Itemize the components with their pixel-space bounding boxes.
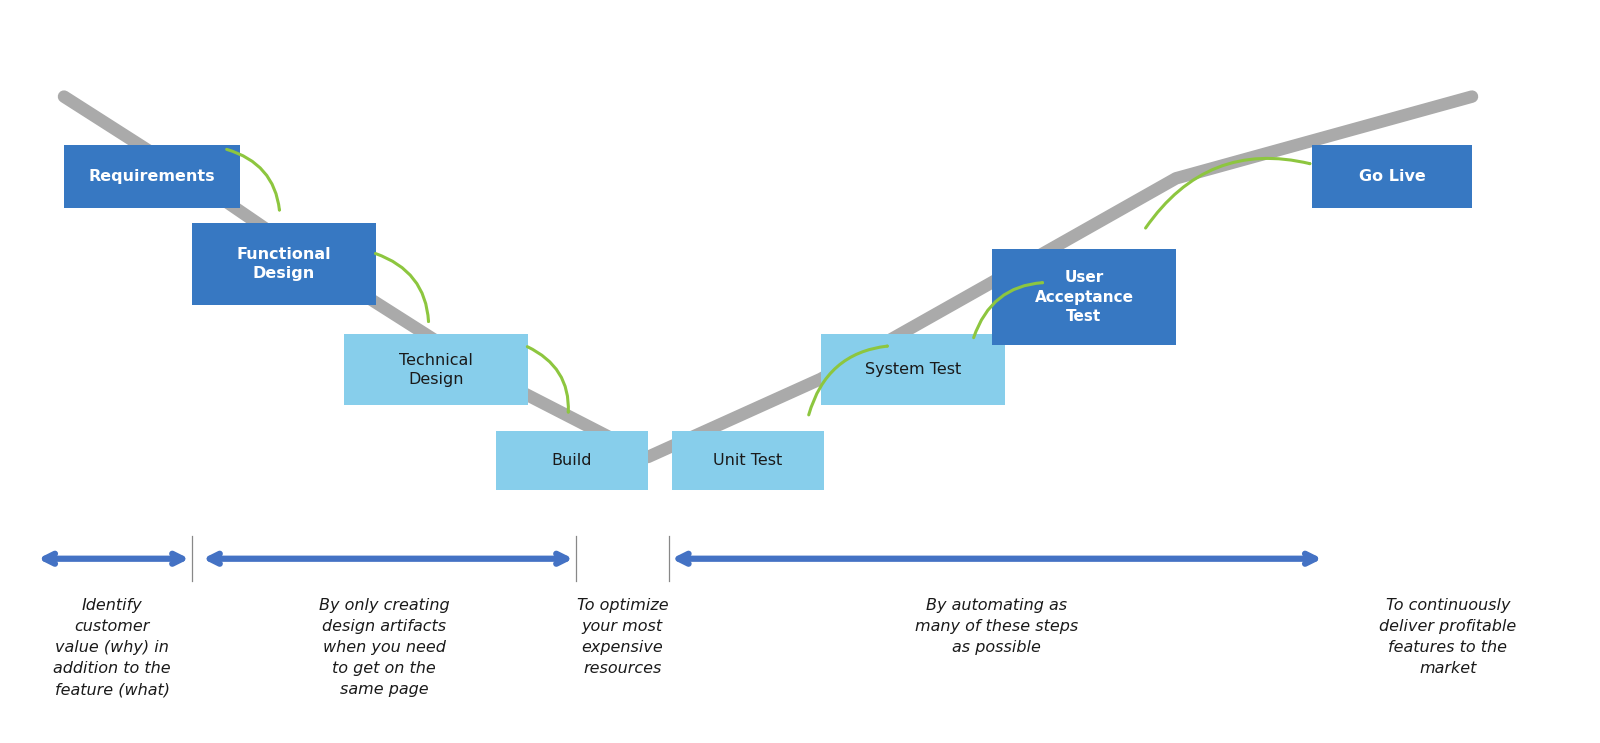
FancyArrowPatch shape — [1146, 158, 1310, 228]
FancyArrowPatch shape — [808, 346, 888, 415]
Text: Build: Build — [552, 453, 592, 468]
FancyArrowPatch shape — [528, 347, 568, 412]
Text: Requirements: Requirements — [88, 169, 216, 184]
Text: Unit Test: Unit Test — [714, 453, 782, 468]
Text: Identify
customer
value (why) in
addition to the
feature (what): Identify customer value (why) in additio… — [53, 598, 171, 697]
FancyBboxPatch shape — [64, 145, 240, 208]
FancyBboxPatch shape — [344, 334, 528, 405]
Text: Technical
Design: Technical Design — [398, 352, 474, 387]
FancyBboxPatch shape — [496, 431, 648, 490]
Text: To continuously
deliver profitable
features to the
market: To continuously deliver profitable featu… — [1379, 598, 1517, 676]
FancyBboxPatch shape — [992, 249, 1176, 345]
FancyArrowPatch shape — [376, 253, 429, 322]
Text: To optimize
your most
expensive
resources: To optimize your most expensive resource… — [576, 598, 669, 676]
FancyArrowPatch shape — [974, 282, 1043, 337]
Text: By only creating
design artifacts
when you need
to get on the
same page: By only creating design artifacts when y… — [318, 598, 450, 697]
FancyBboxPatch shape — [1312, 145, 1472, 208]
Text: System Test: System Test — [864, 362, 962, 377]
FancyArrowPatch shape — [227, 149, 280, 210]
Text: User
Acceptance
Test: User Acceptance Test — [1035, 270, 1133, 324]
FancyBboxPatch shape — [192, 223, 376, 305]
FancyBboxPatch shape — [672, 431, 824, 490]
Text: By automating as
many of these steps
as possible: By automating as many of these steps as … — [915, 598, 1078, 655]
Text: Go Live: Go Live — [1358, 169, 1426, 184]
FancyBboxPatch shape — [821, 334, 1005, 405]
Text: Functional
Design: Functional Design — [237, 247, 331, 281]
